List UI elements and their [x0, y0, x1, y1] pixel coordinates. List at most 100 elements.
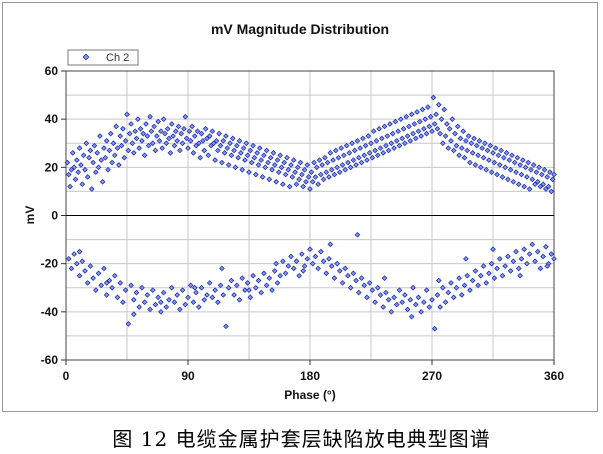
x-axis-label: Phase (°) — [284, 388, 335, 402]
data-point — [373, 138, 380, 144]
data-point — [339, 280, 346, 286]
data-point — [209, 128, 216, 135]
data-point — [141, 152, 148, 159]
data-point — [144, 292, 151, 298]
data-point — [442, 133, 449, 139]
data-point — [334, 260, 340, 267]
data-point — [347, 164, 354, 171]
data-point — [540, 253, 546, 260]
x-tick-label: 90 — [181, 369, 195, 383]
data-point — [414, 109, 420, 115]
data-point — [513, 248, 519, 255]
data-point — [244, 280, 251, 286]
data-point — [117, 280, 124, 286]
data-point — [178, 130, 185, 137]
x-tick-labels: 0 90 180 270 360 — [63, 369, 565, 383]
data-point — [361, 152, 368, 159]
data-point — [358, 275, 365, 281]
data-point — [101, 265, 107, 272]
data-point — [65, 256, 72, 262]
data-point — [467, 159, 473, 166]
data-point — [309, 260, 316, 267]
data-point — [296, 176, 302, 183]
data-point — [290, 157, 297, 163]
data-point — [76, 145, 83, 151]
data-point — [274, 157, 281, 163]
data-point — [399, 299, 406, 306]
data-point — [252, 284, 259, 291]
data-point — [97, 133, 103, 139]
data-point — [533, 169, 540, 175]
data-point — [350, 157, 357, 163]
data-point — [240, 145, 247, 151]
data-point — [389, 130, 396, 137]
data-point — [418, 309, 424, 315]
data-point — [158, 299, 164, 306]
data-point — [92, 287, 99, 293]
data-point — [372, 299, 378, 306]
data-point — [477, 272, 484, 279]
data-point — [458, 292, 465, 298]
data-point — [212, 287, 218, 293]
data-point — [543, 243, 549, 250]
data-point — [102, 154, 109, 161]
data-point — [162, 130, 168, 137]
data-point — [406, 123, 412, 130]
data-point — [453, 284, 460, 291]
data-point — [327, 150, 334, 156]
data-point — [511, 159, 518, 166]
data-point — [338, 145, 345, 151]
data-point — [327, 241, 334, 248]
data-point — [191, 284, 198, 291]
data-point — [216, 130, 223, 137]
data-point — [412, 135, 419, 142]
data-point — [319, 162, 326, 168]
data-point — [323, 169, 330, 175]
data-point — [408, 313, 415, 320]
data-point — [423, 287, 430, 293]
data-point — [75, 169, 82, 175]
data-point — [491, 159, 498, 166]
data-point — [98, 282, 105, 289]
data-point — [137, 125, 144, 132]
data-point — [110, 140, 117, 147]
data-point — [385, 296, 392, 303]
data-point — [223, 323, 229, 330]
data-point — [509, 152, 515, 159]
data-point — [186, 128, 193, 135]
data-point — [238, 150, 244, 156]
data-point — [463, 256, 469, 262]
data-point — [502, 263, 509, 269]
data-point — [158, 128, 164, 135]
data-point — [476, 138, 483, 144]
data-point — [174, 292, 180, 298]
data-point — [236, 296, 243, 303]
data-point — [246, 287, 252, 293]
data-point — [179, 287, 186, 293]
data-point — [435, 277, 442, 284]
chart-title: mV Magnitude Distribution — [211, 21, 389, 37]
y-tick-label: 60 — [45, 64, 59, 78]
data-point — [551, 171, 557, 178]
data-point — [336, 268, 343, 274]
data-point — [396, 287, 403, 293]
data-point — [214, 147, 221, 154]
grid — [66, 71, 554, 360]
data-point — [83, 140, 90, 147]
data-point — [341, 152, 347, 159]
data-point — [427, 113, 434, 120]
data-point — [449, 116, 456, 122]
data-point — [76, 272, 83, 279]
data-point — [155, 118, 162, 125]
data-point — [445, 289, 452, 296]
data-point — [441, 106, 448, 113]
data-point — [336, 169, 343, 175]
data-point — [182, 301, 189, 308]
data-point — [483, 280, 490, 286]
data-point — [450, 147, 457, 154]
data-point — [490, 150, 496, 156]
data-point — [292, 169, 298, 175]
data-point — [92, 169, 99, 175]
data-point — [168, 121, 175, 127]
data-point — [456, 275, 462, 281]
